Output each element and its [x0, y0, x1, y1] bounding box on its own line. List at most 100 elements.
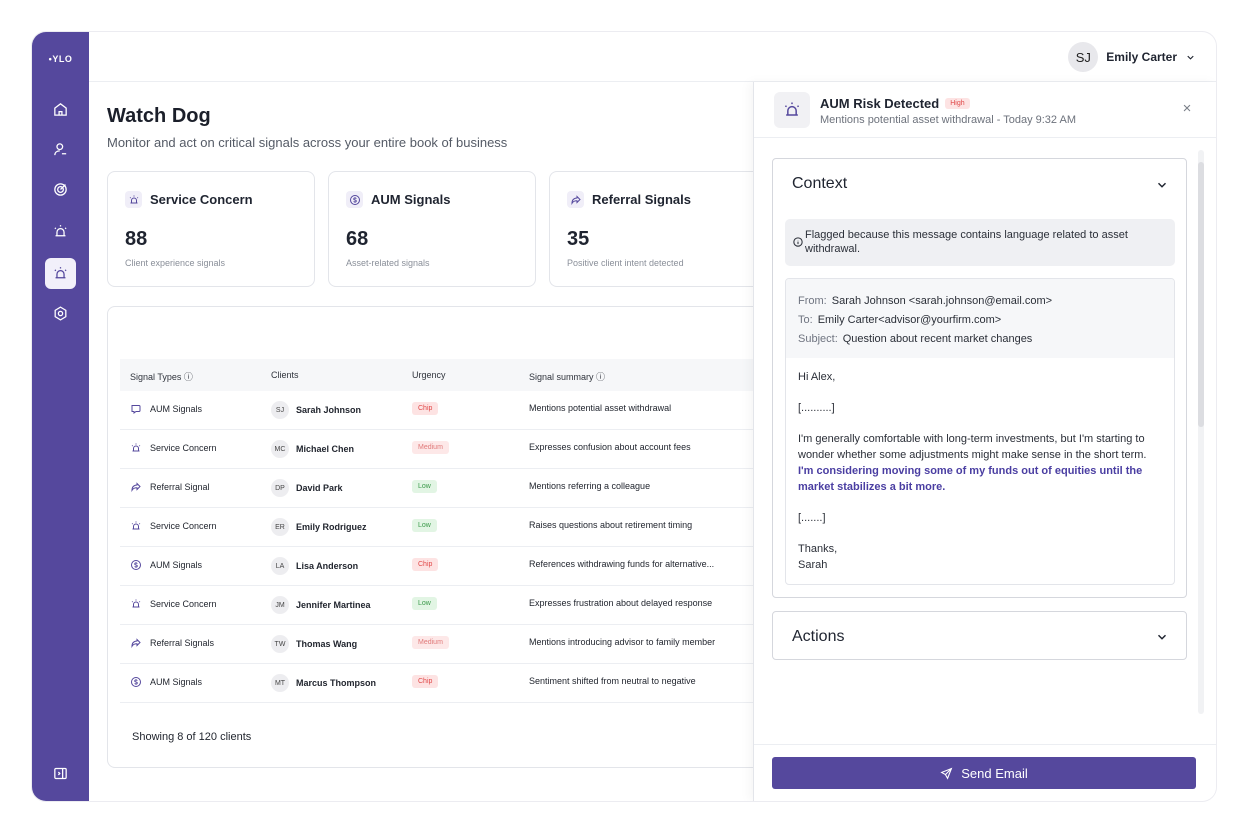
signal-summary: References withdrawing funds for alterna… — [529, 559, 715, 569]
drawer-header: AUM Risk Detected High Mentions potentia… — [754, 82, 1216, 138]
avatar: LA — [271, 557, 289, 575]
signal-type: Referral Signals — [150, 638, 215, 648]
share-icon — [130, 481, 142, 493]
signal-type-cell: Referral Signal — [130, 481, 210, 493]
urgency-chip: Chip — [412, 675, 439, 688]
chevron-down-icon[interactable] — [1155, 178, 1169, 192]
stat-card-service-concern[interactable]: Service Concern 88 Client experience sig… — [107, 171, 315, 287]
client-name[interactable]: David Park — [296, 483, 343, 493]
context-info: Flagged because this message contains la… — [785, 219, 1175, 266]
stat-desc: Client experience signals — [125, 258, 226, 268]
urgency-cell: Low — [412, 597, 437, 610]
table-row[interactable]: Service Concern JM Jennifer Martinea Low Exp… — [120, 586, 766, 625]
nav-collapse[interactable] — [45, 758, 76, 789]
client-name[interactable]: Lisa Anderson — [296, 561, 359, 571]
dollar-icon — [130, 559, 142, 571]
alarm-icon — [130, 520, 142, 532]
drawer-scrollbar[interactable] — [1198, 150, 1204, 714]
alarm-icon — [54, 225, 67, 237]
client-name[interactable]: Jennifer Martinea — [296, 600, 371, 610]
signal-summary: Raises questions about retirement timing — [529, 520, 693, 530]
urgency-cell: Chip — [412, 675, 439, 688]
email-signoff: Thanks, — [798, 543, 838, 555]
nav-goals[interactable] — [45, 174, 76, 205]
email-subject: Subject: Question about recent market cha… — [798, 333, 1033, 345]
stat-card-aum-signals[interactable]: AUM Signals 68 Asset-related signals — [328, 171, 536, 287]
topbar: SJ Emily Carter — [89, 32, 1216, 82]
flagged-highlight: I'm considering moving some of my funds … — [798, 465, 1143, 493]
stat-card-referral-signals[interactable]: Referral Signals 35 Positive client inte… — [549, 171, 767, 287]
user-name: Emily Carter — [1106, 50, 1177, 64]
client-name[interactable]: Michael Chen — [296, 444, 355, 454]
context-accordion: Context Flagged because this message con… — [772, 158, 1187, 598]
table-row[interactable]: AUM Signals LA Lisa Anderson Chip References… — [120, 547, 766, 586]
table-footer: Showing 8 of 120 clients — [132, 731, 252, 743]
email-preview: From: Sarah Johnson <sarah.johnson@email.… — [785, 278, 1175, 585]
close-icon[interactable]: × — [1182, 100, 1192, 117]
signal-summary: Expresses confusion about account fees — [529, 442, 691, 452]
app-logo: •YLO — [48, 54, 73, 64]
nav-home[interactable] — [45, 94, 76, 125]
drawer-footer: Send Email — [754, 744, 1216, 801]
urgency-chip: Chip — [412, 402, 439, 415]
client-name[interactable]: Thomas Wang — [296, 639, 358, 649]
client-name[interactable]: Marcus Thompson — [296, 678, 377, 688]
urgency-cell: Medium — [412, 441, 449, 454]
email-ellipsis: [..........] — [798, 402, 835, 414]
signal-summary: Expresses frustration about delayed resp… — [529, 598, 713, 608]
urgency-cell: Low — [412, 480, 437, 493]
stat-label: AUM Signals — [371, 192, 451, 207]
email-to: To: Emily Carter<advisor@yourfirm.com> — [798, 314, 1002, 326]
context-info-text: Flagged because this message contains la… — [805, 229, 1128, 255]
chat-icon — [130, 403, 142, 415]
table-row[interactable]: AUM Signals SJ Sarah Johnson Chip Mentions p… — [120, 391, 766, 430]
signal-type-cell: Referral Signals — [130, 637, 214, 649]
table-row[interactable]: AUM Signals MT Marcus Thompson Chip Sentimen… — [120, 664, 766, 703]
table-row[interactable]: Service Concern MC Michael Chen Medium Expre… — [120, 430, 766, 469]
stat-desc: Asset-related signals — [346, 258, 430, 268]
user-menu[interactable]: SJ Emily Carter — [1068, 42, 1196, 72]
signal-type-cell: Service Concern — [130, 520, 217, 532]
client-cell: LA Lisa Anderson — [271, 557, 358, 575]
signal-type-cell: Service Concern — [130, 598, 217, 610]
actions-title[interactable]: Actions — [792, 628, 845, 645]
scrollbar-thumb[interactable] — [1198, 162, 1204, 427]
send-email-button[interactable]: Send Email — [772, 757, 1196, 789]
info-icon — [793, 237, 803, 247]
client-name[interactable]: Sarah Johnson — [296, 405, 362, 415]
col-clients[interactable]: Clients — [271, 370, 299, 380]
stat-label: Service Concern — [150, 192, 253, 207]
stat-value: 88 — [125, 228, 148, 250]
signals-table: Signal Types ⓘ Clients Urgency Signal su… — [107, 306, 767, 768]
stat-label: Referral Signals — [592, 192, 691, 207]
drawer-title: AUM Risk Detected — [820, 96, 940, 111]
drawer-subtitle: Mentions potential asset withdrawal - To… — [820, 114, 1076, 126]
alarm-icon — [125, 191, 142, 208]
col-signal-types[interactable]: Signal Types ⓘ — [130, 372, 193, 382]
share-icon — [567, 191, 584, 208]
urgency-chip: Low — [412, 519, 437, 532]
signal-type: Service Concern — [150, 443, 217, 453]
context-title[interactable]: Context — [792, 175, 848, 192]
actions-accordion[interactable]: Actions — [772, 611, 1187, 660]
signal-type: AUM Signals — [150, 560, 203, 570]
client-name[interactable]: Emily Rodriguez — [296, 522, 367, 532]
col-urgency[interactable]: Urgency — [412, 370, 446, 380]
chevron-down-icon[interactable] — [1155, 630, 1169, 644]
nav-watchdog[interactable] — [45, 258, 76, 289]
col-signal-summary[interactable]: Signal summary ⓘ — [529, 372, 606, 382]
urgency-chip: Low — [412, 597, 437, 610]
email-signature: Sarah — [798, 559, 828, 571]
table-row[interactable]: Service Concern ER Emily Rodriguez Low Raise… — [120, 508, 766, 547]
share-icon — [130, 637, 142, 649]
signal-type-cell: Service Concern — [130, 442, 217, 454]
urgency-chip: Chip — [412, 558, 439, 571]
nav-clients[interactable] — [45, 134, 76, 165]
nav-settings[interactable] — [45, 298, 76, 329]
table-row[interactable]: Referral Signals TW Thomas Wang Medium Menti… — [120, 625, 766, 664]
client-cell: ER Emily Rodriguez — [271, 518, 367, 536]
table-row[interactable]: Referral Signal DP David Park Low Mentions r… — [120, 469, 766, 508]
nav-alerts[interactable] — [45, 216, 76, 247]
send-email-label: Send Email — [961, 765, 1028, 781]
stat-value: 68 — [346, 228, 369, 250]
